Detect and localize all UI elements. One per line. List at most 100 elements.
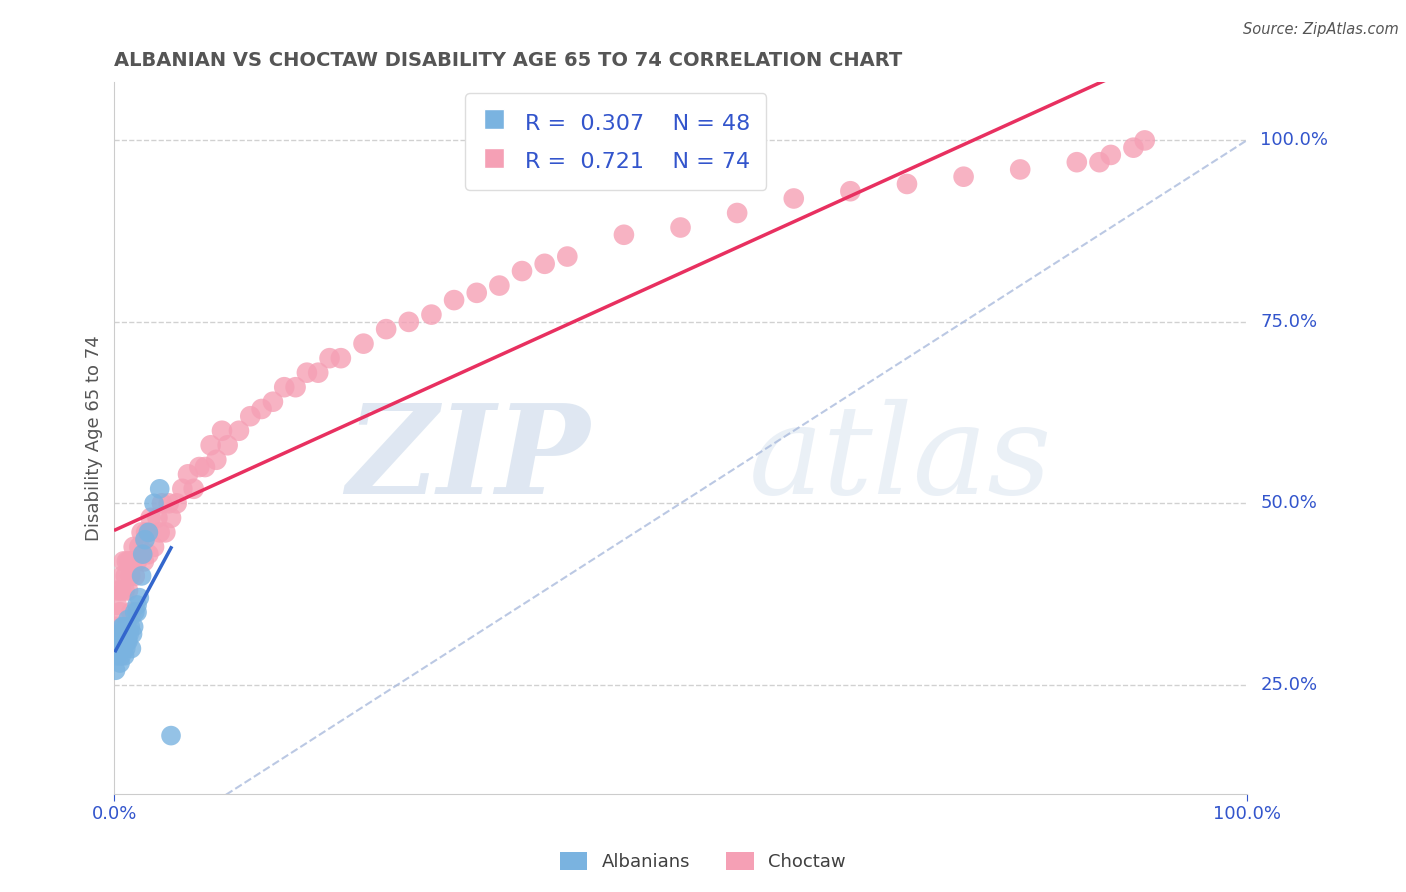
- Point: [114, 634, 136, 648]
- Point: [104, 663, 127, 677]
- Point: [138, 547, 160, 561]
- Point: [284, 380, 307, 394]
- Point: [115, 554, 138, 568]
- Point: [143, 496, 166, 510]
- Point: [465, 285, 488, 300]
- Point: [1088, 155, 1111, 169]
- Point: [149, 482, 172, 496]
- Point: [120, 620, 142, 634]
- Point: [120, 605, 142, 619]
- Point: [443, 293, 465, 307]
- Point: [111, 641, 134, 656]
- Point: [135, 525, 157, 540]
- Point: [172, 482, 194, 496]
- Point: [105, 634, 128, 648]
- Point: [121, 627, 143, 641]
- Point: [318, 351, 340, 366]
- Point: [160, 511, 183, 525]
- Point: [105, 598, 128, 612]
- Point: [110, 583, 132, 598]
- Point: [125, 605, 148, 619]
- Point: [669, 220, 692, 235]
- Point: [108, 634, 131, 648]
- Point: [108, 605, 131, 619]
- Point: [124, 569, 146, 583]
- Point: [239, 409, 262, 424]
- Point: [132, 547, 155, 561]
- Point: [111, 627, 134, 641]
- Text: 100.0%: 100.0%: [1260, 131, 1329, 150]
- Point: [108, 641, 131, 656]
- Text: 75.0%: 75.0%: [1260, 313, 1317, 331]
- Point: [783, 192, 806, 206]
- Legend: Albanians, Choctaw: Albanians, Choctaw: [553, 845, 853, 879]
- Point: [122, 620, 145, 634]
- Point: [205, 452, 228, 467]
- Point: [555, 250, 578, 264]
- Point: [839, 184, 862, 198]
- Point: [111, 569, 134, 583]
- Point: [112, 634, 135, 648]
- Point: [217, 438, 239, 452]
- Text: Source: ZipAtlas.com: Source: ZipAtlas.com: [1243, 22, 1399, 37]
- Point: [194, 460, 217, 475]
- Point: [725, 206, 748, 220]
- Point: [125, 554, 148, 568]
- Point: [273, 380, 295, 394]
- Point: [117, 634, 139, 648]
- Legend: R =  0.307    N = 48, R =  0.721    N = 74: R = 0.307 N = 48, R = 0.721 N = 74: [465, 94, 766, 190]
- Point: [114, 634, 136, 648]
- Point: [115, 634, 138, 648]
- Point: [107, 641, 129, 656]
- Point: [183, 482, 205, 496]
- Point: [117, 612, 139, 626]
- Point: [105, 648, 128, 663]
- Point: [613, 227, 636, 242]
- Point: [228, 424, 250, 438]
- Point: [125, 598, 148, 612]
- Point: [110, 634, 132, 648]
- Point: [510, 264, 533, 278]
- Point: [166, 496, 188, 510]
- Point: [114, 641, 136, 656]
- Point: [533, 257, 555, 271]
- Point: [110, 627, 132, 641]
- Point: [488, 278, 510, 293]
- Point: [108, 627, 131, 641]
- Point: [157, 496, 180, 510]
- Point: [108, 641, 131, 656]
- Text: 25.0%: 25.0%: [1260, 676, 1317, 694]
- Point: [1010, 162, 1032, 177]
- Point: [128, 591, 150, 605]
- Point: [307, 366, 329, 380]
- Point: [200, 438, 222, 452]
- Point: [114, 648, 136, 663]
- Point: [104, 620, 127, 634]
- Point: [120, 641, 142, 656]
- Point: [143, 540, 166, 554]
- Point: [896, 177, 918, 191]
- Point: [146, 511, 169, 525]
- Point: [375, 322, 398, 336]
- Point: [121, 554, 143, 568]
- Point: [131, 525, 153, 540]
- Point: [108, 656, 131, 670]
- Point: [111, 620, 134, 634]
- Point: [105, 634, 128, 648]
- Point: [155, 525, 177, 540]
- Point: [1099, 148, 1122, 162]
- Point: [107, 634, 129, 648]
- Point: [114, 583, 136, 598]
- Point: [1122, 141, 1144, 155]
- Point: [120, 569, 142, 583]
- Point: [128, 540, 150, 554]
- Point: [134, 533, 156, 547]
- Point: [112, 641, 135, 656]
- Point: [114, 627, 136, 641]
- Point: [131, 569, 153, 583]
- Point: [110, 648, 132, 663]
- Point: [124, 605, 146, 619]
- Point: [114, 620, 136, 634]
- Point: [329, 351, 352, 366]
- Point: [150, 496, 173, 510]
